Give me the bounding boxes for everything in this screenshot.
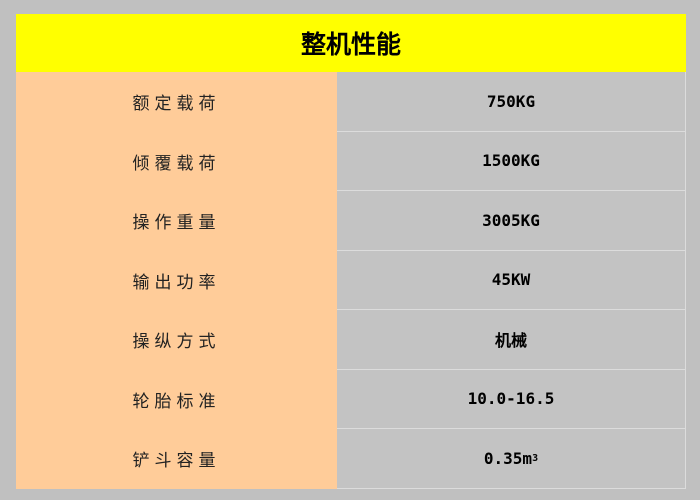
- row-label: 额定载荷: [16, 72, 337, 132]
- row-value: 3005KG: [337, 191, 686, 251]
- table-row: 操作重量 3005KG: [16, 191, 686, 251]
- table-row: 操纵方式 机械: [16, 310, 686, 370]
- row-label: 操作重量: [16, 191, 337, 251]
- row-label: 操纵方式: [16, 310, 337, 370]
- row-label: 倾覆载荷: [16, 131, 337, 191]
- table-title: 整机性能: [16, 14, 686, 72]
- table-row: 额定载荷 750KG: [16, 72, 686, 132]
- row-label: 轮胎标准: [16, 369, 337, 429]
- performance-table: 整机性能 额定载荷 750KG 倾覆载荷 1500KG 操作重量 3005KG 输出功…: [16, 14, 686, 489]
- table-row: 铲斗容量 0.35m 3: [16, 429, 686, 489]
- row-label: 输出功率: [16, 250, 337, 310]
- row-value: 机械: [337, 310, 686, 370]
- table-row: 轮胎标准 10.0-16.5: [16, 369, 686, 429]
- row-value: 0.35m 3: [337, 429, 686, 489]
- row-value: 1500KG: [337, 131, 686, 191]
- row-value: 750KG: [337, 72, 686, 132]
- row-value: 10.0-16.5: [337, 369, 686, 429]
- row-value: 45KW: [337, 250, 686, 310]
- table-row: 倾覆载荷 1500KG: [16, 131, 686, 191]
- value-text: 0.35m: [483, 448, 533, 468]
- value-superscript: 3: [532, 452, 539, 464]
- table-row: 输出功率 45KW: [16, 250, 686, 310]
- row-label: 铲斗容量: [16, 429, 337, 489]
